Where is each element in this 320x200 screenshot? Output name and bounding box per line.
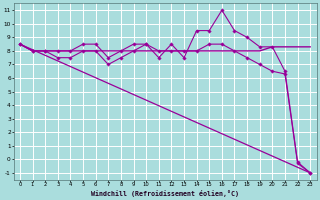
X-axis label: Windchill (Refroidissement éolien,°C): Windchill (Refroidissement éolien,°C) [91,190,239,197]
